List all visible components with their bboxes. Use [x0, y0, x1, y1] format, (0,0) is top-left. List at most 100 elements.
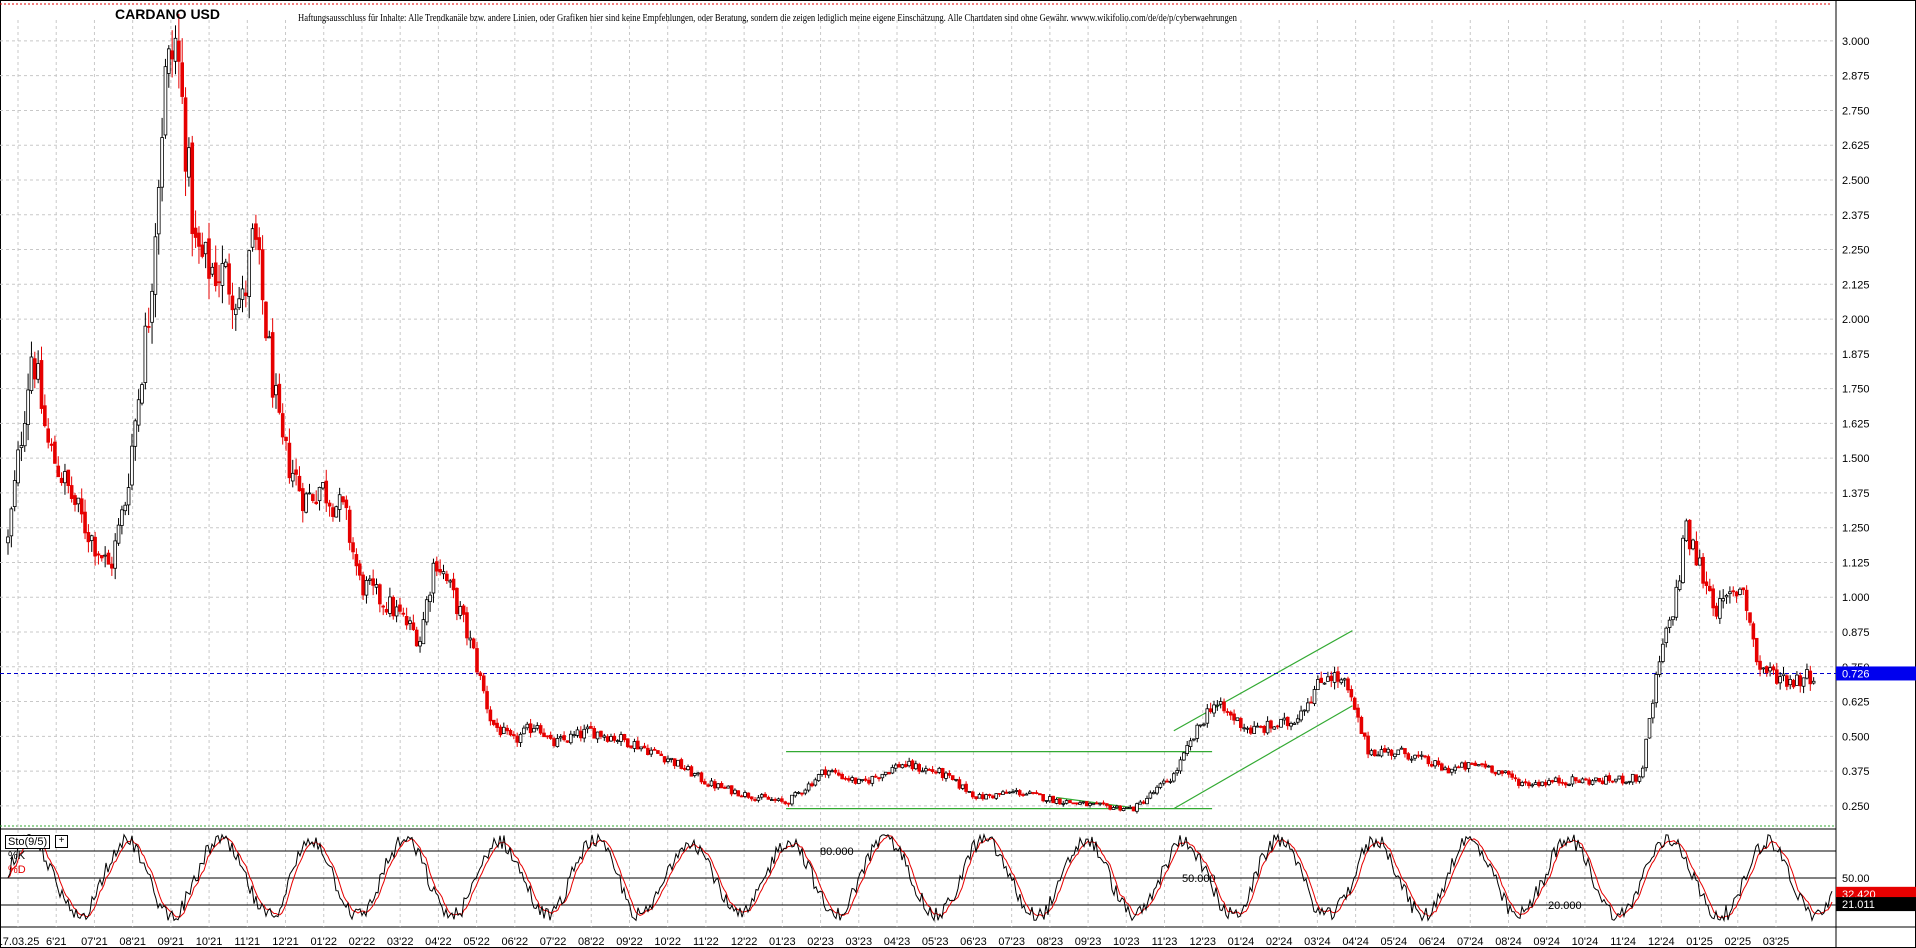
candle-body — [823, 769, 828, 775]
candle-body — [478, 672, 483, 677]
candle-body — [448, 580, 452, 583]
candle-body — [555, 738, 560, 747]
x-tick-label: 09'21 — [158, 936, 185, 948]
candle-body — [1661, 643, 1665, 662]
candle-body — [1202, 723, 1206, 726]
candle-body — [314, 501, 318, 504]
candle-body — [689, 766, 694, 777]
x-tick-label: 12'21 — [272, 936, 299, 948]
candle-body — [501, 726, 506, 735]
candle-body — [1262, 725, 1267, 733]
candle-body — [307, 492, 312, 495]
candle-body — [1138, 801, 1143, 805]
indicator-name[interactable]: Sto(9/5) — [5, 835, 51, 849]
candle-body — [639, 746, 643, 750]
candle-body — [1674, 586, 1679, 618]
candle-body — [508, 730, 513, 736]
candle-body — [1791, 679, 1796, 688]
candle-body — [1523, 781, 1528, 784]
candle-body — [971, 791, 975, 798]
candle-body — [86, 532, 91, 543]
candle-body — [495, 722, 499, 728]
candle-body — [173, 37, 178, 62]
candle-body — [203, 241, 208, 255]
candle-body — [183, 97, 188, 172]
candle-body — [940, 768, 945, 779]
indicator-settings-button[interactable]: + — [55, 835, 68, 848]
candle-body — [589, 726, 593, 729]
x-tick-label: 09'23 — [1075, 936, 1102, 948]
candle-body — [1336, 671, 1340, 682]
level-label: 80.000 — [820, 846, 854, 858]
candle-body — [471, 638, 476, 649]
candle-body — [414, 629, 419, 647]
candle-body — [1175, 770, 1179, 774]
candle-body — [1600, 780, 1605, 785]
y-tick-label: 1.250 — [1842, 523, 1870, 535]
candle-body — [1463, 762, 1468, 770]
x-tick-label: 08'21 — [119, 936, 146, 948]
candle-body — [217, 281, 221, 284]
candle-body — [1302, 709, 1307, 712]
y-tick-label: 2.875 — [1842, 71, 1870, 83]
candle-body — [1218, 701, 1223, 705]
candle-body — [977, 794, 982, 799]
candle-body — [364, 580, 369, 596]
candle-body — [1316, 679, 1320, 691]
candle-body — [1520, 782, 1525, 786]
candle-body — [1624, 781, 1628, 784]
y-tick-label: 2.625 — [1842, 140, 1870, 152]
candle-body — [599, 730, 603, 737]
candle-body — [1232, 713, 1236, 721]
candle-body — [706, 784, 710, 787]
candle-body — [1721, 598, 1726, 602]
candle-body — [532, 728, 536, 733]
candle-body — [391, 596, 396, 617]
x-tick-label: 01'25 — [1686, 936, 1713, 948]
candle-body — [1399, 747, 1404, 750]
candle-body — [190, 142, 195, 235]
candle-body — [1446, 767, 1451, 774]
y-tick-label: 0.500 — [1842, 731, 1870, 743]
candle-body — [545, 735, 550, 738]
candle-body — [1061, 802, 1066, 805]
candle-body — [1409, 758, 1414, 761]
candle-body — [1486, 765, 1491, 768]
candle-body — [421, 619, 426, 645]
candle-body — [110, 563, 114, 569]
candle-body — [987, 794, 992, 797]
candle-body — [294, 469, 298, 475]
y-tick-label: 1.625 — [1842, 418, 1870, 430]
candle-body — [1584, 778, 1588, 781]
x-tick-label: 02'22 — [349, 936, 376, 948]
x-tick-label: 08'22 — [578, 936, 605, 948]
candle-body — [264, 301, 268, 339]
candle-body — [66, 469, 71, 486]
candle-body — [22, 423, 27, 447]
candle-body — [1198, 724, 1203, 727]
candle-body — [277, 383, 282, 413]
candle-body — [893, 764, 898, 769]
candle-body — [870, 776, 875, 784]
candle-body — [53, 441, 57, 464]
candle-body — [1255, 725, 1260, 728]
candle-body — [1011, 791, 1015, 794]
candle-body — [1151, 791, 1156, 795]
y-tick-label: 0.875 — [1842, 627, 1870, 639]
candle-body — [1071, 802, 1076, 805]
candle-body — [1567, 784, 1571, 786]
candle-body — [19, 445, 24, 449]
x-tick-label: 10'23 — [1113, 936, 1140, 948]
candle-body — [1038, 793, 1042, 796]
candle-body — [857, 778, 861, 784]
candle-body — [1172, 773, 1176, 782]
d-value-badge — [1836, 897, 1916, 912]
candle-body — [743, 792, 747, 797]
candle-body — [1788, 678, 1793, 686]
y-tick-label: 2.125 — [1842, 279, 1870, 291]
y-tick-label: 2.375 — [1842, 210, 1870, 222]
candle-body — [156, 187, 161, 235]
candle-body — [1694, 541, 1699, 566]
candle-body — [1440, 763, 1444, 771]
candle-body — [1450, 768, 1454, 773]
